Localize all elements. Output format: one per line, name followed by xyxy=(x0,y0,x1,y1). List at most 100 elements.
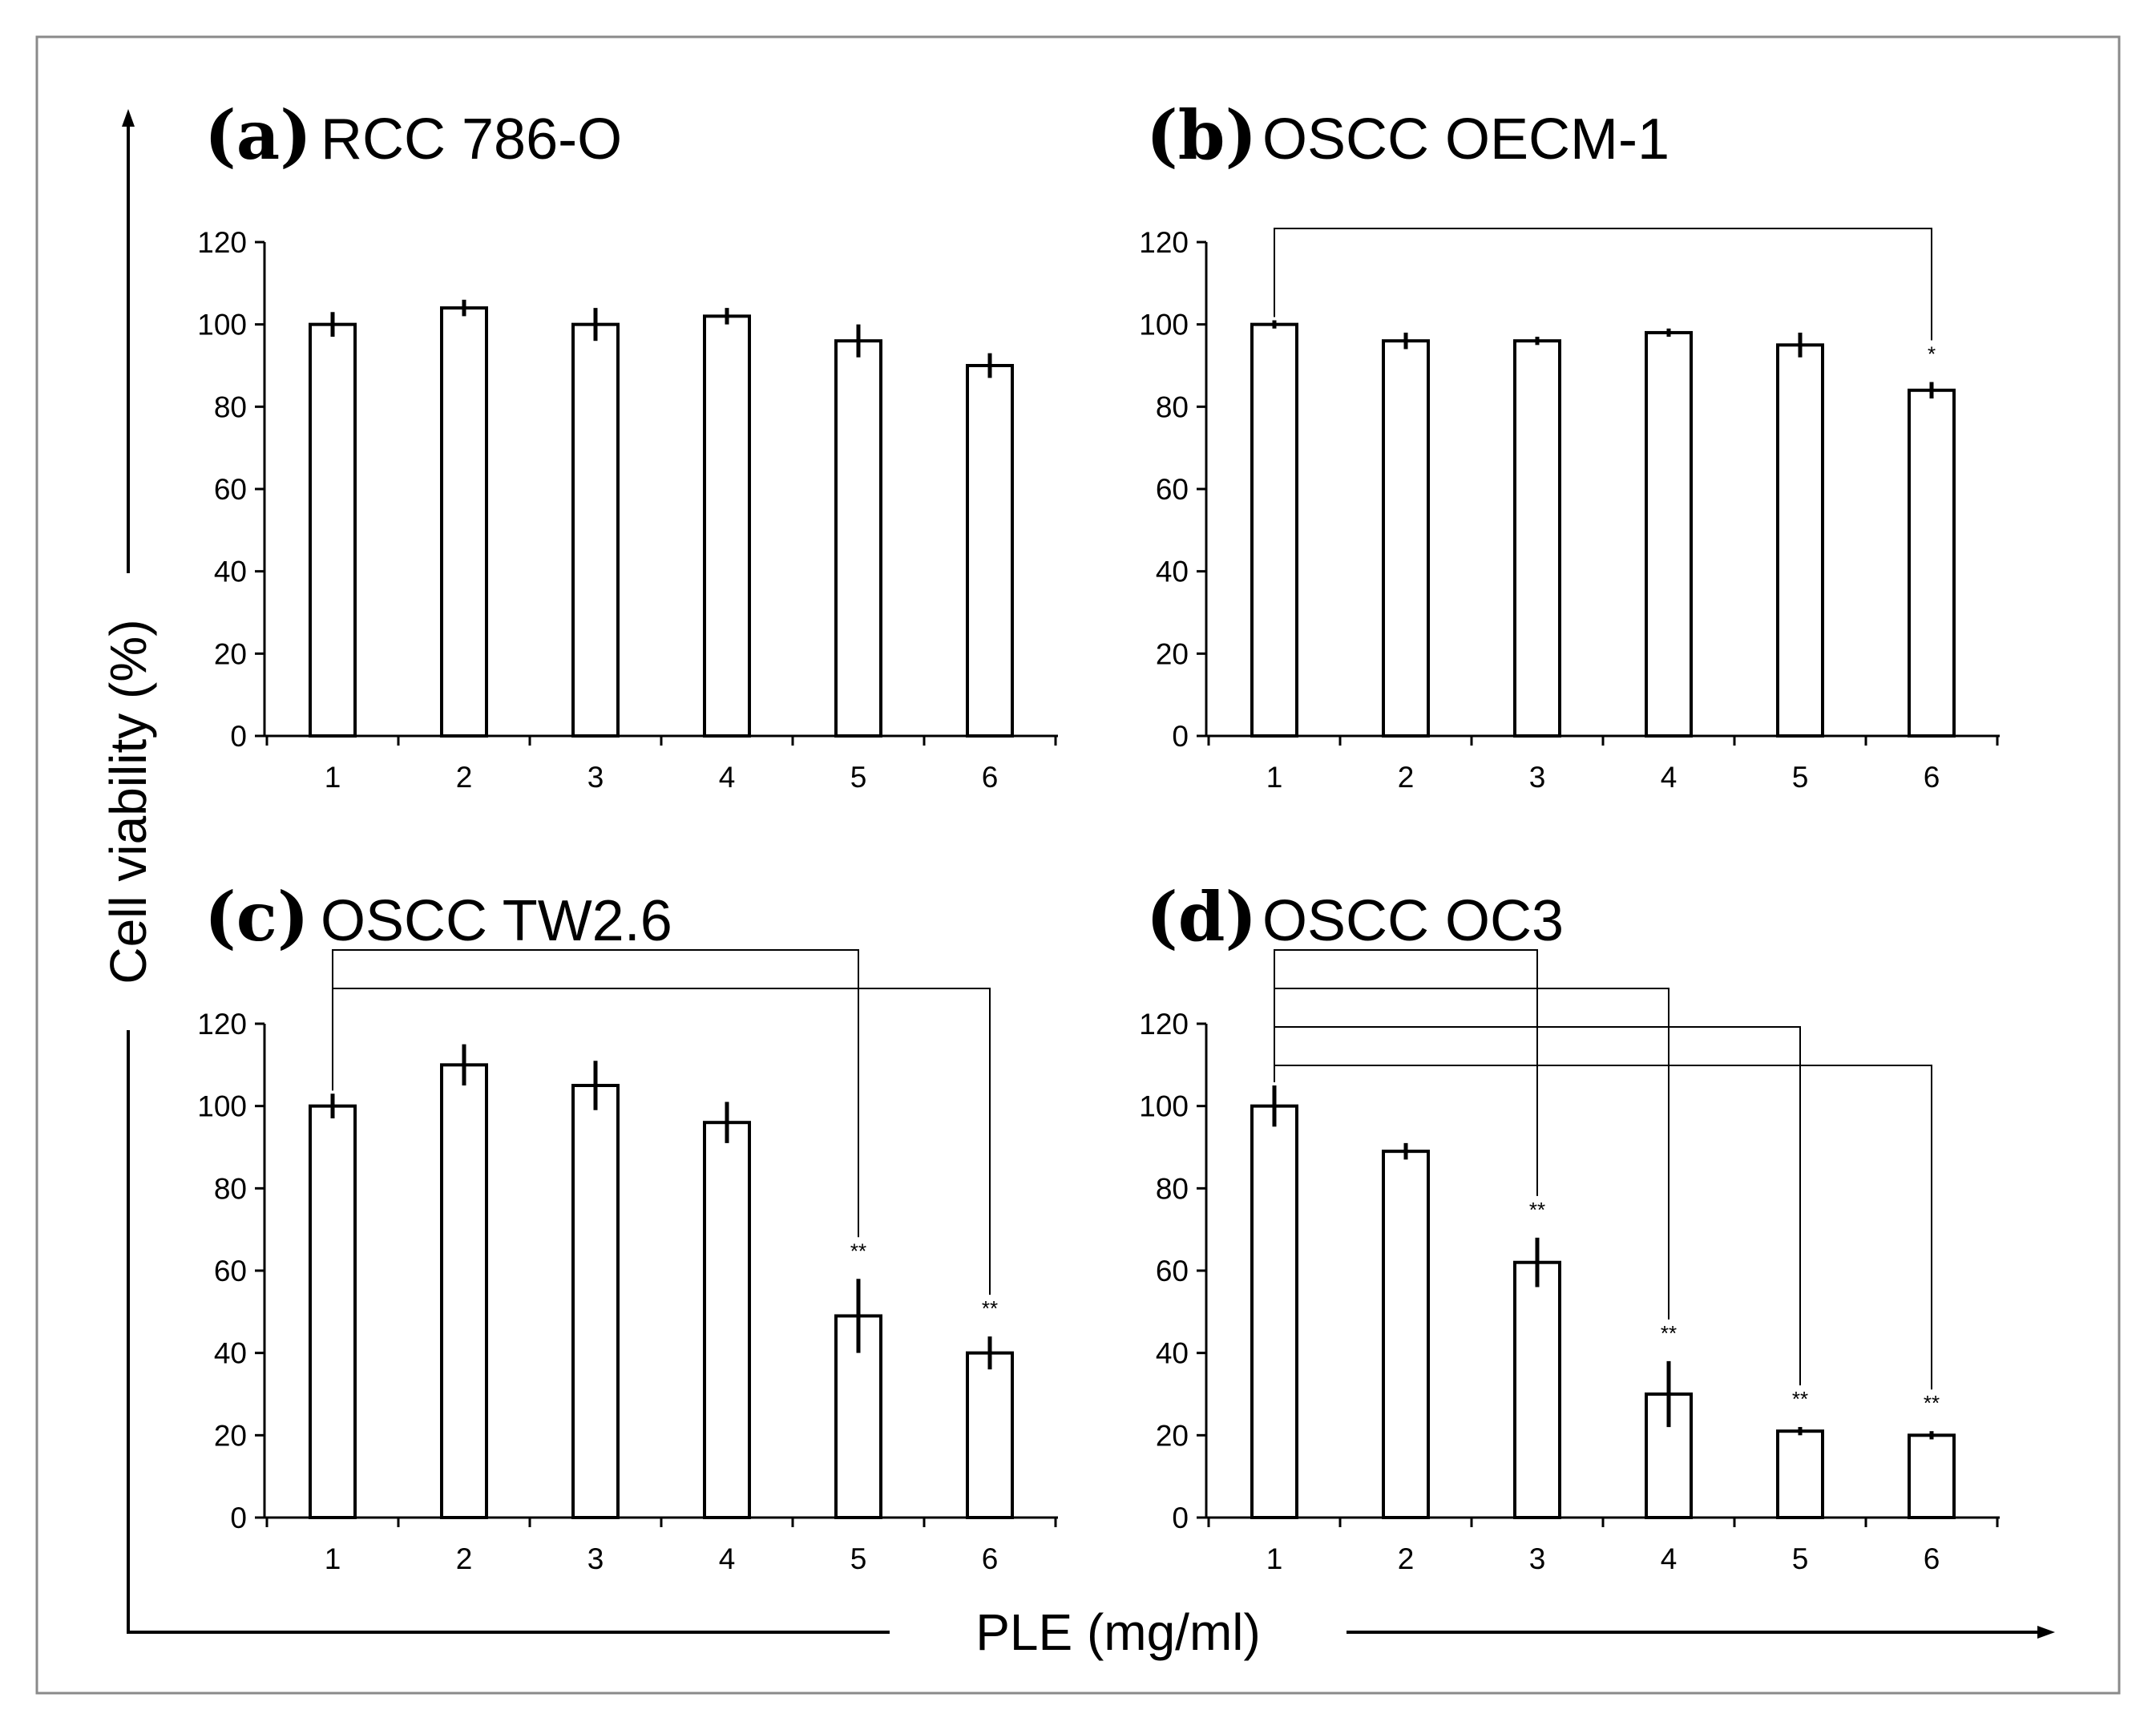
bar xyxy=(966,364,1014,738)
significance-label: ** xyxy=(982,1296,998,1320)
significance-label: * xyxy=(1928,342,1936,366)
y-tick-label: 80 xyxy=(214,1172,247,1205)
panel-title: OSCC OECM-1 xyxy=(1262,107,1669,172)
y-tick-label: 20 xyxy=(1156,1419,1189,1452)
y-tick-label: 60 xyxy=(1156,1255,1189,1287)
x-tick-label: 5 xyxy=(1792,761,1809,794)
y-tick-label: 40 xyxy=(1156,556,1189,588)
panel-title: RCC 786-O xyxy=(321,107,622,172)
significance-bracket xyxy=(1274,988,1669,1320)
bar xyxy=(1250,1104,1298,1519)
significance-bracket xyxy=(332,988,991,1295)
bar xyxy=(440,1063,488,1520)
x-tick-label: 5 xyxy=(1792,1542,1809,1575)
x-arrow-head xyxy=(2037,1626,2055,1639)
x-tick-label: 1 xyxy=(325,1542,341,1575)
significance-bracket xyxy=(1274,1026,1801,1386)
y-tick-label: 120 xyxy=(197,226,247,259)
y-arrow-head xyxy=(122,109,135,127)
x-tick-label: 3 xyxy=(587,761,604,794)
x-tick-label: 1 xyxy=(1266,1542,1283,1575)
bar xyxy=(1382,339,1430,738)
bar xyxy=(571,1084,620,1519)
x-tick-label: 2 xyxy=(456,761,473,794)
y-tick-label: 100 xyxy=(1139,309,1189,342)
bar xyxy=(1776,343,1824,738)
panel-a: (a) RCC 786-O 0 20 40 60 80 100 120 1 2 3 4 5 6 xyxy=(197,95,1058,794)
bar xyxy=(1513,1260,1561,1519)
x-axis-arrow xyxy=(1346,1626,2055,1639)
y-tick-label: 100 xyxy=(197,1090,247,1123)
y-tick-label: 40 xyxy=(214,1337,247,1370)
panel-b: (b) OSCC OECM-1 0 20 40 60 80 100 120 1 2 3 4 5 6 * xyxy=(1139,95,2000,794)
x-tick-label: 3 xyxy=(587,1542,604,1575)
significance-label: ** xyxy=(1529,1198,1545,1222)
y-tick-label: 100 xyxy=(197,309,247,342)
x-tick-label: 6 xyxy=(982,1542,999,1575)
panel-letter: (d) xyxy=(1146,877,1257,956)
x-axis-title: PLE (mg/ml) xyxy=(975,1603,1261,1661)
panel-title: OSCC OC3 xyxy=(1262,889,1564,953)
y-tick-label: 100 xyxy=(1139,1090,1189,1123)
panel-letter: (c) xyxy=(204,877,309,956)
y-tick-label: 20 xyxy=(1156,637,1189,670)
panel-title: OSCC TW2.6 xyxy=(321,889,672,953)
y-tick-label: 120 xyxy=(1139,1008,1189,1041)
bar xyxy=(834,339,882,738)
x-tick-label: 6 xyxy=(1924,1542,1940,1575)
y-tick-label: 60 xyxy=(1156,473,1189,506)
panel-d: (d) OSCC OC3 0 20 40 60 80 100 120 1 2 3 4 5 6 ** ** ** ** xyxy=(1139,877,2000,1575)
bar xyxy=(440,306,488,738)
x-tick-label: 6 xyxy=(1924,761,1940,794)
y-tick-label: 0 xyxy=(230,1502,247,1534)
x-tick-label: 4 xyxy=(719,1542,736,1575)
y-tick-label: 120 xyxy=(1139,226,1189,259)
bar xyxy=(1250,322,1298,738)
bar xyxy=(1908,1433,1956,1519)
x-tick-label: 3 xyxy=(1529,1542,1546,1575)
panel-c: (c) OSCC TW2.6 0 20 40 60 80 100 120 1 2 3 4 5 6 ** ** xyxy=(197,877,1058,1575)
significance-bracket xyxy=(1274,1065,1932,1390)
x-tick-label: 6 xyxy=(982,761,999,794)
y-arrow-lower-line xyxy=(127,1030,890,1634)
x-tick-label: 4 xyxy=(719,761,736,794)
bar xyxy=(1513,339,1561,738)
panel-letter: (a) xyxy=(204,95,312,175)
x-tick-label: 2 xyxy=(456,1542,473,1575)
x-tick-label: 4 xyxy=(1661,761,1678,794)
y-tick-label: 80 xyxy=(214,390,247,423)
y-tick-label: 120 xyxy=(197,1008,247,1041)
significance-label: ** xyxy=(1661,1321,1677,1345)
y-tick-label: 40 xyxy=(214,556,247,588)
y-axis-title: Cell viability (%) xyxy=(99,619,157,984)
bar xyxy=(309,1104,357,1519)
bar xyxy=(703,314,751,738)
bar xyxy=(1776,1429,1824,1520)
x-tick-label: 2 xyxy=(1398,1542,1415,1575)
significance-label: ** xyxy=(850,1239,866,1263)
y-tick-label: 0 xyxy=(1172,720,1189,753)
y-tick-label: 40 xyxy=(1156,1337,1189,1370)
bar xyxy=(309,322,357,738)
x-tick-label: 1 xyxy=(325,761,341,794)
y-tick-label: 60 xyxy=(214,1255,247,1287)
y-tick-label: 80 xyxy=(1156,390,1189,423)
x-tick-label: 1 xyxy=(1266,761,1283,794)
bar xyxy=(571,322,620,738)
bar xyxy=(1645,330,1693,738)
bar xyxy=(1382,1150,1430,1519)
x-tick-label: 5 xyxy=(850,1542,867,1575)
significance-label: ** xyxy=(1792,1387,1808,1411)
y-tick-label: 0 xyxy=(230,720,247,753)
panel-letter: (b) xyxy=(1146,95,1257,175)
y-tick-label: 0 xyxy=(1172,1502,1189,1534)
bar xyxy=(966,1351,1014,1520)
significance-bracket xyxy=(1274,228,1932,341)
x-tick-label: 3 xyxy=(1529,761,1546,794)
y-tick-label: 20 xyxy=(214,637,247,670)
bar xyxy=(834,1314,882,1520)
bar xyxy=(1908,388,1956,738)
x-tick-label: 2 xyxy=(1398,761,1415,794)
y-tick-label: 20 xyxy=(214,1419,247,1452)
